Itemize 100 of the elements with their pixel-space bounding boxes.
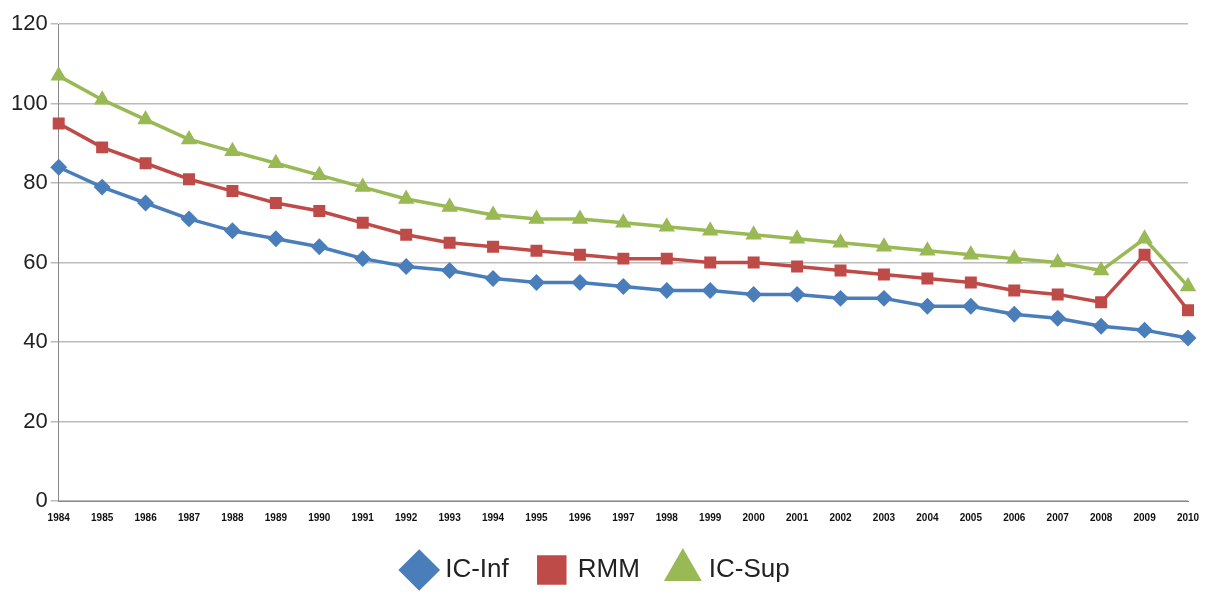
point [485, 270, 501, 287]
point [443, 236, 456, 249]
y-tick-label: 80 [23, 169, 48, 195]
point [572, 274, 588, 291]
point [486, 207, 500, 220]
x-tick-label: 2008 [1090, 511, 1113, 523]
point [1138, 248, 1151, 261]
legend-label: RMM [577, 553, 640, 584]
point [745, 286, 762, 303]
point [442, 199, 457, 212]
point [572, 211, 587, 224]
point [355, 250, 371, 267]
x-tick-label: 1992 [395, 511, 418, 523]
point [1007, 250, 1022, 264]
x-tick-label: 1991 [351, 511, 375, 523]
x-tick-label: 2004 [916, 511, 939, 523]
point [181, 211, 197, 227]
point [224, 223, 241, 239]
point [877, 238, 891, 252]
point [702, 282, 718, 299]
point [1136, 322, 1153, 338]
point [1093, 318, 1109, 334]
y-tick-label: 120 [10, 10, 48, 36]
y-tick-label: 40 [23, 328, 48, 354]
point [659, 282, 675, 299]
point [1094, 262, 1109, 276]
point [50, 159, 67, 175]
point [267, 153, 284, 169]
point [529, 211, 544, 224]
x-tick-label: 2000 [742, 511, 766, 523]
x-tick-label: 2009 [1133, 511, 1157, 523]
point [833, 234, 848, 248]
point [615, 278, 632, 295]
point [224, 141, 241, 157]
point [139, 157, 152, 170]
point [269, 197, 282, 209]
point [746, 227, 761, 240]
point [877, 268, 890, 281]
point [96, 141, 109, 154]
point [95, 91, 110, 105]
x-tick-label: 2007 [1046, 511, 1070, 523]
point [182, 131, 196, 145]
x-tick-label: 2006 [1003, 511, 1026, 523]
point [834, 264, 847, 277]
point [790, 231, 805, 244]
point [311, 238, 328, 255]
x-tick-label: 1996 [568, 511, 592, 523]
x-tick-label: 2001 [785, 511, 809, 523]
point [138, 111, 153, 125]
point [355, 179, 370, 192]
x-tick-label: 2010 [1176, 511, 1200, 523]
x-tick-label: 1989 [264, 511, 288, 523]
point [137, 195, 154, 211]
point [1180, 330, 1196, 346]
point [1137, 231, 1152, 244]
point [530, 244, 543, 257]
x-tick-label: 1999 [699, 511, 722, 523]
point [268, 231, 284, 247]
point [1181, 278, 1195, 292]
point [832, 290, 849, 307]
x-tick-label: 1993 [438, 511, 462, 523]
point [312, 167, 327, 180]
point [52, 117, 65, 130]
x-tick-label: 2002 [829, 511, 853, 523]
y-tick-label: 20 [23, 407, 48, 433]
point [876, 290, 892, 307]
point [1008, 284, 1021, 297]
x-tick-label: 1990 [308, 511, 331, 523]
x-tick-label: 1998 [655, 511, 679, 523]
point [617, 252, 630, 265]
point [398, 258, 414, 275]
x-tick-label: 1995 [525, 511, 549, 523]
point [487, 240, 500, 253]
point [703, 223, 718, 236]
point [441, 262, 458, 279]
x-tick-label: 1997 [612, 511, 635, 523]
point [659, 219, 674, 232]
point [660, 252, 673, 265]
point [183, 173, 195, 186]
point [226, 185, 239, 198]
point [356, 216, 369, 229]
point [1049, 310, 1066, 326]
y-tick-label: 0 [35, 487, 48, 513]
point [1050, 254, 1065, 268]
point [399, 191, 414, 204]
x-tick-label: 1985 [91, 511, 114, 523]
point [963, 246, 978, 260]
y-tick-label: 100 [10, 89, 48, 115]
point [791, 260, 804, 273]
x-tick-label: 1987 [177, 511, 201, 523]
point [964, 276, 977, 289]
x-tick-label: 2005 [959, 511, 983, 523]
point [573, 248, 586, 261]
point [704, 256, 717, 269]
point [1182, 304, 1194, 317]
x-tick-label: 1986 [134, 511, 158, 523]
legend-label: IC-Inf [445, 553, 510, 584]
point [921, 272, 934, 285]
x-tick-label: 1994 [481, 511, 505, 523]
point [920, 242, 935, 256]
